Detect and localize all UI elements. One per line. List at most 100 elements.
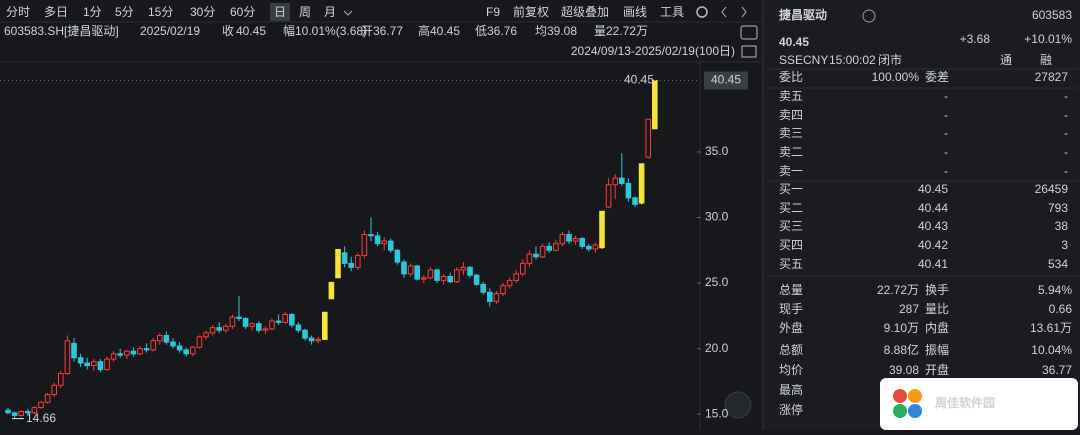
candle-body — [209, 327, 216, 334]
candle-body — [546, 245, 553, 251]
change: +3.68 — [960, 32, 991, 46]
toolbar-item[interactable]: 工具 — [660, 5, 684, 19]
book-price: - — [944, 145, 948, 159]
stat-value: 0.66 — [1049, 302, 1073, 316]
prev-icon[interactable] — [721, 6, 727, 18]
candle-body — [493, 293, 500, 302]
candle-body — [143, 348, 150, 351]
candle-body — [282, 314, 288, 323]
candle-body — [473, 274, 480, 285]
candle-body — [84, 362, 91, 367]
candle-body — [18, 411, 24, 416]
y-tick-label: 20.0 — [705, 341, 729, 355]
meta: 闭市 — [878, 52, 902, 67]
candle-body — [487, 291, 493, 302]
book-volume: - — [1064, 108, 1068, 122]
settings-icon[interactable] — [696, 6, 708, 18]
toolbar-item[interactable]: 画线 — [623, 5, 647, 19]
candle-body — [355, 255, 361, 268]
candle-body — [539, 245, 546, 258]
dropdown-icon[interactable] — [343, 10, 353, 16]
candle-body — [374, 235, 381, 245]
info-item: 39.08 — [547, 24, 577, 38]
candle-body — [157, 334, 163, 342]
toolbar-item[interactable]: 分时 — [6, 5, 30, 19]
stat-label: 换手 — [925, 283, 949, 297]
candle-body — [553, 243, 559, 251]
min-marker: 14.66 — [26, 411, 56, 425]
info-item: 均 — [535, 24, 547, 38]
watermark-logo — [893, 389, 922, 418]
candle-body — [427, 269, 434, 279]
candle-body — [236, 316, 242, 319]
candle-body — [612, 177, 619, 186]
toolbar-item[interactable]: 15分 — [148, 5, 173, 19]
range-label: 2024/09/13-2025/02/19(100日) — [571, 44, 735, 58]
info-item: 低 — [475, 24, 487, 38]
candle-body — [289, 314, 295, 326]
stat-value: 287 — [899, 302, 919, 316]
y-tick-label: 30.0 — [705, 210, 729, 224]
candle-body — [110, 353, 117, 360]
toolbar-item[interactable]: 1分 — [83, 5, 102, 19]
candle-body — [559, 234, 566, 245]
info-icon[interactable] — [862, 9, 876, 23]
candle-body — [262, 328, 269, 331]
book-volume: - — [1064, 145, 1068, 159]
candle-body — [322, 311, 328, 340]
candle-body — [440, 275, 447, 281]
watermark-box — [880, 378, 1078, 430]
book-volume: - — [1064, 89, 1068, 103]
candle-body — [64, 340, 71, 374]
book-volume: - — [1064, 164, 1068, 178]
candle-body — [242, 317, 249, 327]
candle-body — [652, 80, 658, 130]
wp-icon[interactable] — [740, 25, 758, 40]
toolbar-item[interactable]: 周 — [299, 5, 311, 19]
toolbar-item[interactable]: 超级叠加 — [561, 4, 609, 19]
book-volume: - — [1064, 126, 1068, 140]
candle-body — [38, 401, 44, 409]
y-tick-label: 25.0 — [705, 275, 729, 289]
info-item: 40.45 — [430, 24, 460, 38]
chart-icon[interactable] — [741, 45, 757, 58]
book-price: - — [944, 89, 948, 103]
candle-body — [25, 411, 31, 414]
book-price: - — [944, 126, 948, 140]
last-price-box — [704, 71, 748, 90]
candle-body — [315, 338, 321, 342]
stat-value: 36.77 — [1042, 363, 1072, 377]
toolbar-item[interactable]: 30分 — [190, 5, 215, 19]
candle-body — [190, 346, 196, 355]
candle-body — [625, 182, 632, 199]
toolbar-item[interactable]: 多日 — [44, 5, 68, 19]
candle-body — [58, 372, 64, 386]
stat-value: 13.61万 — [1030, 321, 1072, 335]
candle-body — [269, 320, 275, 330]
candle-body — [414, 265, 420, 280]
stock-name: 捷昌驱动 — [779, 7, 827, 22]
label: 委比 — [779, 70, 803, 84]
candle-body — [176, 345, 183, 351]
candle-body — [183, 349, 189, 355]
candle-body — [51, 384, 58, 395]
book-price: 40.44 — [918, 201, 948, 215]
toolbar-item[interactable]: F9 — [486, 5, 500, 19]
last-price-label: 40.45 — [711, 73, 741, 87]
toolbar-item[interactable]: 日 — [274, 5, 286, 19]
next-icon[interactable] — [741, 6, 747, 18]
meta: CNY — [803, 53, 828, 67]
toolbar-item[interactable]: 前复权 — [513, 4, 549, 19]
stat-value: 8.88亿 — [884, 342, 919, 357]
stat-label: 均价 — [779, 363, 803, 377]
info-item: 40.45 — [236, 24, 266, 38]
toolbar-item[interactable]: 60分 — [230, 5, 255, 19]
change-pct: +10.01% — [1024, 32, 1072, 46]
toolbar-item[interactable]: 5分 — [115, 5, 134, 19]
toolbar-item[interactable]: 月 — [324, 5, 336, 19]
meta: SSE — [779, 53, 803, 67]
candle-body — [506, 279, 513, 287]
stat-value: 5.94% — [1038, 283, 1072, 297]
zoom-icon[interactable] — [724, 391, 752, 419]
